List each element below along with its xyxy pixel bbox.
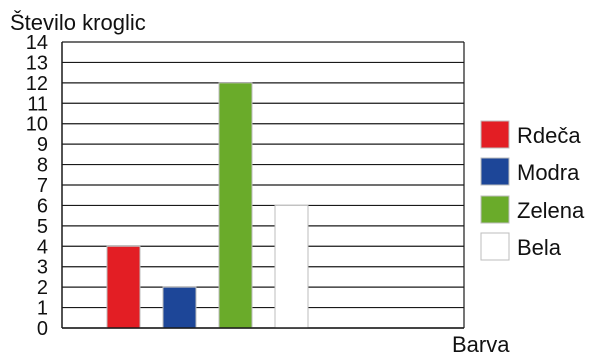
legend: Rdeča Modra Zelena Bela bbox=[480, 120, 585, 261]
legend-item-modra: Modra bbox=[480, 157, 580, 186]
y-tick-label: 0 bbox=[37, 318, 48, 340]
y-tick-label: 3 bbox=[37, 257, 48, 279]
legend-item-rdeča: Rdeča bbox=[480, 120, 581, 149]
legend-label: Bela bbox=[517, 235, 562, 260]
legend-label: Modra bbox=[517, 160, 580, 185]
bar-rdeča bbox=[106, 245, 141, 329]
bar-modra bbox=[162, 286, 197, 329]
legend-item-bela: Bela bbox=[480, 232, 562, 261]
y-tick-label: 1 bbox=[37, 298, 48, 320]
y-tick-label: 13 bbox=[26, 52, 48, 74]
legend-item-zelena: Zelena bbox=[480, 195, 585, 224]
y-tick-label: 10 bbox=[26, 114, 48, 136]
y-tick-label: 7 bbox=[37, 175, 48, 197]
y-tick-label: 6 bbox=[37, 195, 48, 217]
y-tick-label: 9 bbox=[37, 134, 48, 156]
bars bbox=[106, 82, 309, 329]
x-axis-label: Barva bbox=[452, 332, 510, 356]
bar-bela bbox=[274, 204, 309, 329]
legend-label: Zelena bbox=[517, 198, 585, 223]
y-tick-label: 4 bbox=[37, 236, 48, 258]
y-tick-label: 11 bbox=[27, 93, 48, 115]
bar-zelena bbox=[218, 82, 253, 329]
legend-label: Rdeča bbox=[517, 123, 581, 148]
plot-frame bbox=[61, 42, 465, 329]
y-tick-label: 5 bbox=[37, 216, 48, 238]
y-tick-label: 14 bbox=[26, 32, 48, 54]
y-tick-label: 2 bbox=[37, 277, 48, 299]
legend-swatch bbox=[480, 232, 510, 261]
legend-swatch bbox=[480, 157, 510, 186]
y-tick-label: 12 bbox=[26, 73, 48, 95]
legend-swatch bbox=[480, 195, 510, 224]
legend-swatch bbox=[480, 120, 510, 149]
y-axis-label: Število kroglic bbox=[10, 10, 146, 35]
y-tick-label: 8 bbox=[37, 155, 48, 177]
